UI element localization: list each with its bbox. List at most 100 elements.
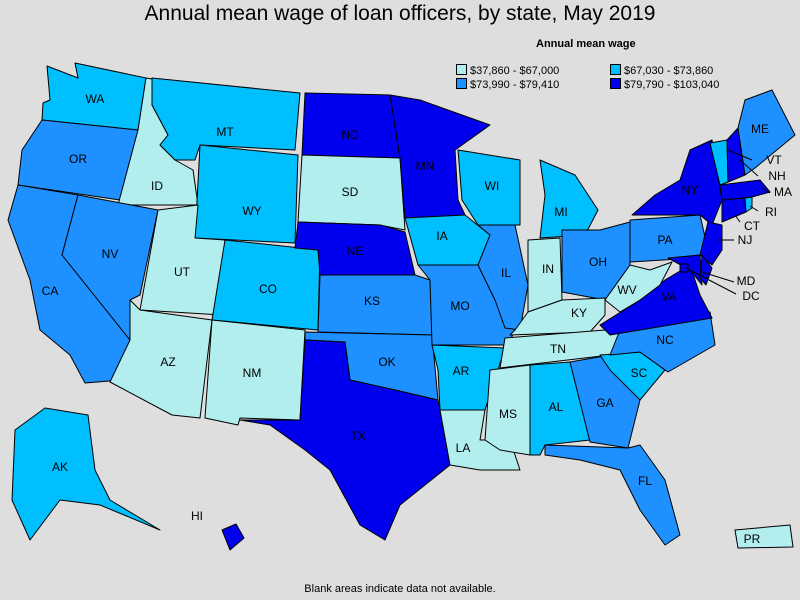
state-label-mn: MN <box>416 159 435 173</box>
legend-label: $67,030 - $73,860 <box>624 65 714 77</box>
state-label-ri: RI <box>765 205 777 219</box>
state-ky[interactable] <box>509 297 606 336</box>
state-label-nj: NJ <box>738 233 753 247</box>
state-az[interactable] <box>109 299 213 419</box>
footnote: Blank areas indicate data not available. <box>304 583 496 595</box>
state-ri[interactable] <box>744 196 753 213</box>
state-mn[interactable] <box>389 94 491 219</box>
legend-item-range-4: $79,790 - $103,040 <box>610 78 719 91</box>
state-ny[interactable] <box>631 139 723 226</box>
state-ms[interactable] <box>484 364 531 456</box>
state-label-ny: NY <box>682 183 699 197</box>
state-label-oh: OH <box>589 255 607 269</box>
state-label-me: ME <box>751 122 769 136</box>
legend-item-range-3: $73,990 - $79,410 <box>456 78 559 91</box>
state-la[interactable] <box>439 409 521 471</box>
leader-line-md <box>701 271 735 283</box>
state-nd[interactable] <box>301 92 401 159</box>
state-label-co: CO <box>259 282 277 296</box>
state-label-md: MD <box>737 274 756 288</box>
state-label-ca: CA <box>42 284 59 298</box>
state-pr[interactable] <box>734 524 794 549</box>
state-label-nm: NM <box>243 366 262 380</box>
state-label-vt: VT <box>766 153 782 167</box>
state-hi[interactable] <box>221 523 245 551</box>
legend-swatch <box>610 64 621 75</box>
state-label-ne: NE <box>347 244 364 258</box>
legend-label: $79,790 - $103,040 <box>624 79 720 91</box>
state-label-ga: GA <box>596 396 613 410</box>
state-label-fl: FL <box>638 474 652 488</box>
state-label-ut: UT <box>174 265 191 279</box>
state-mi[interactable] <box>539 159 599 239</box>
legend-swatch <box>610 78 621 89</box>
state-label-ar: AR <box>453 364 470 378</box>
state-label-sc: SC <box>631 366 648 380</box>
state-label-nc: NC <box>656 333 674 347</box>
state-sd[interactable] <box>297 154 406 231</box>
state-label-wy: WY <box>242 204 261 218</box>
state-label-la: LA <box>456 441 471 455</box>
state-label-tx: TX <box>350 429 365 443</box>
state-label-az: AZ <box>160 355 175 369</box>
state-ak[interactable] <box>11 407 161 541</box>
state-wy[interactable] <box>194 144 299 244</box>
legend-label: $73,990 - $79,410 <box>470 79 560 91</box>
state-label-ma: MA <box>774 185 792 199</box>
state-dc[interactable] <box>679 263 689 273</box>
legend-title: Annual mean wage <box>536 38 636 50</box>
legend-item-range-1: $37,860 - $67,000 <box>456 64 559 77</box>
leader-line-ma <box>761 187 771 194</box>
legend-label: $37,860 - $67,000 <box>470 65 560 77</box>
leader-line-dc <box>685 267 737 295</box>
state-label-id: ID <box>151 179 163 193</box>
leader-line-ri <box>749 205 759 212</box>
legend: Annual mean wage $37,860 - $67,000 $67,0… <box>450 38 750 92</box>
state-de[interactable] <box>699 254 713 286</box>
state-label-ia: IA <box>436 229 447 243</box>
state-label-ak: AK <box>52 460 68 474</box>
state-nj[interactable] <box>699 221 723 266</box>
state-label-mo: MO <box>450 299 469 313</box>
state-tx[interactable] <box>239 339 451 541</box>
state-label-in: IN <box>542 262 554 276</box>
state-label-ct: CT <box>744 219 761 233</box>
state-label-wv: WV <box>617 283 636 297</box>
map-title: Annual mean wage of loan officers, by st… <box>144 2 656 25</box>
state-mt[interactable] <box>151 77 301 161</box>
state-labels: WA OR CA ID NV MT WY UT AZ CO NM ND SD N… <box>42 92 792 546</box>
state-label-or: OR <box>69 152 87 166</box>
state-label-nh: NH <box>768 169 785 183</box>
state-shapes <box>7 62 796 551</box>
state-label-ky: KY <box>571 306 587 320</box>
state-label-hi: HI <box>191 509 203 523</box>
leader-line-nh <box>739 159 759 177</box>
state-label-sd: SD <box>342 185 359 199</box>
state-nm[interactable] <box>204 319 306 426</box>
state-wv[interactable] <box>604 261 673 313</box>
state-label-mt: MT <box>216 125 234 139</box>
state-label-al: AL <box>549 400 564 414</box>
state-label-ks: KS <box>364 294 380 308</box>
state-label-tn: TN <box>550 342 566 356</box>
state-label-pr: PR <box>744 532 761 546</box>
state-label-ok: OK <box>378 355 395 369</box>
state-label-dc: DC <box>742 289 760 303</box>
leader-lines <box>685 149 771 295</box>
state-ct[interactable] <box>721 197 747 223</box>
state-label-il: IL <box>501 266 511 280</box>
state-label-wi: WI <box>485 179 500 193</box>
state-fl[interactable] <box>544 444 681 546</box>
state-ma[interactable] <box>719 179 771 201</box>
legend-swatch <box>456 78 467 89</box>
leader-line-vt <box>727 149 753 161</box>
state-label-nd: ND <box>341 128 359 142</box>
state-label-pa: PA <box>657 233 672 247</box>
state-label-nv: NV <box>102 247 119 261</box>
legend-item-range-2: $67,030 - $73,860 <box>610 64 713 77</box>
state-me[interactable] <box>737 89 796 176</box>
state-label-ms: MS <box>499 407 517 421</box>
leader-line-ct <box>734 214 741 223</box>
state-il[interactable] <box>477 224 529 331</box>
